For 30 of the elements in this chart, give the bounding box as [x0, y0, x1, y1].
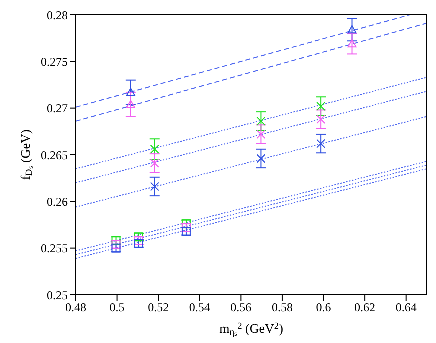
point — [316, 115, 326, 124]
y-tick-label: 0.275 — [41, 54, 68, 69]
point — [150, 158, 160, 168]
y-tick-label: 0.255 — [41, 242, 68, 256]
x-tick-label: 0.58 — [272, 300, 293, 315]
x-tick-label: 0.6 — [316, 300, 332, 315]
x-tick-label: 0.62 — [354, 300, 376, 315]
y-tick-label: 0.25 — [47, 288, 68, 302]
x-tick-label: 0.48 — [66, 300, 86, 315]
point — [316, 102, 326, 111]
y-tick-label: 0.28 — [47, 8, 68, 22]
x-tick-label: 0.5 — [110, 300, 125, 315]
point — [256, 130, 266, 139]
x-tick-label: 0.52 — [148, 300, 170, 315]
point — [126, 88, 136, 96]
y-tick-label: 0.265 — [41, 148, 68, 162]
point — [150, 144, 160, 154]
x-axis-title: m$_{ηₛ}$$^{2}$ (GeV$^{2}$) — [220, 321, 284, 338]
point — [348, 39, 357, 48]
x-tick-label: 0.64 — [396, 300, 417, 315]
point — [256, 116, 266, 126]
point — [126, 100, 136, 108]
point — [348, 25, 357, 34]
y-tick-label: 0.26 — [47, 194, 68, 209]
point — [150, 182, 160, 192]
x-tick-label: 0.54 — [189, 300, 210, 315]
point — [256, 154, 266, 164]
point — [316, 139, 326, 148]
x-tick-label: 0.56 — [230, 300, 252, 315]
y-tick-label: 0.27 — [47, 102, 68, 116]
